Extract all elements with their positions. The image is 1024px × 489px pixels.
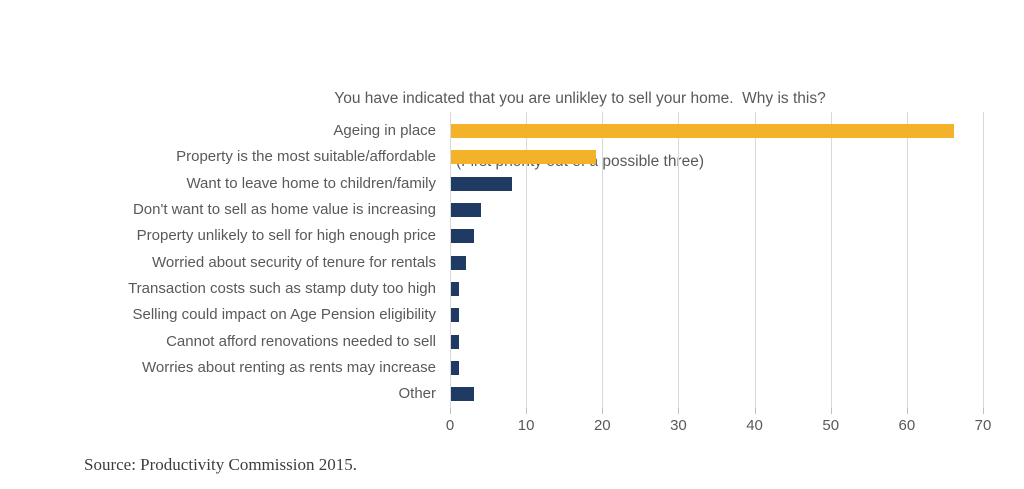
chart-title-line1: You have indicated that you are unlikley… — [334, 90, 826, 107]
x-tick-label: 40 — [746, 417, 763, 434]
category-label: Cannot afford renovations needed to sell — [166, 332, 436, 350]
gridline — [678, 112, 680, 408]
bar — [451, 281, 459, 296]
category-label: Don't want to sell as home value is incr… — [132, 201, 436, 219]
gridline — [602, 112, 604, 408]
gridline — [983, 112, 984, 408]
category-label: Want to leave home to children/family — [186, 174, 436, 192]
x-tick-label: 70 — [974, 417, 992, 434]
category-label: Worried about security of tenure for ren… — [151, 253, 436, 271]
x-tick-label: 0 — [445, 417, 455, 434]
axis-tick-mark — [754, 408, 756, 414]
axis-tick-mark — [450, 408, 451, 414]
gridline — [906, 112, 908, 408]
axis-tick-mark — [983, 408, 984, 414]
bar — [451, 124, 954, 139]
gridline — [450, 112, 451, 408]
x-tick-label: 30 — [670, 417, 687, 434]
axis-tick-mark — [678, 408, 680, 414]
category-label: Property is the most suitable/affordable — [176, 148, 436, 166]
category-label: Other — [398, 385, 436, 403]
category-label: Transaction costs such as stamp duty too… — [128, 279, 436, 297]
bar — [451, 150, 596, 165]
category-label: Selling could impact on Age Pension elig… — [132, 306, 436, 324]
bar — [451, 176, 512, 191]
category-label: Property unlikely to sell for high enoug… — [136, 227, 436, 245]
axis-tick-mark — [830, 408, 832, 414]
bar — [451, 308, 459, 323]
bar — [451, 255, 467, 270]
category-label: Ageing in place — [333, 122, 436, 140]
gridline — [526, 112, 528, 408]
x-tick-label: 10 — [517, 417, 535, 434]
bar — [451, 203, 482, 218]
bar — [451, 387, 474, 402]
x-tick-label: 60 — [898, 417, 916, 434]
axis-tick-mark — [602, 408, 604, 414]
axis-tick-mark — [526, 408, 528, 414]
gridline — [754, 112, 756, 408]
x-tick-label: 50 — [822, 417, 840, 434]
gridline — [830, 112, 832, 408]
bar — [451, 360, 459, 375]
bar — [451, 229, 474, 244]
category-label: Worries about renting as rents may incre… — [141, 358, 436, 376]
bar — [451, 334, 459, 349]
axis-tick-mark — [906, 408, 908, 414]
source-note: Source: Productivity Commission 2015. — [84, 455, 357, 474]
x-tick-label: 20 — [593, 417, 611, 434]
